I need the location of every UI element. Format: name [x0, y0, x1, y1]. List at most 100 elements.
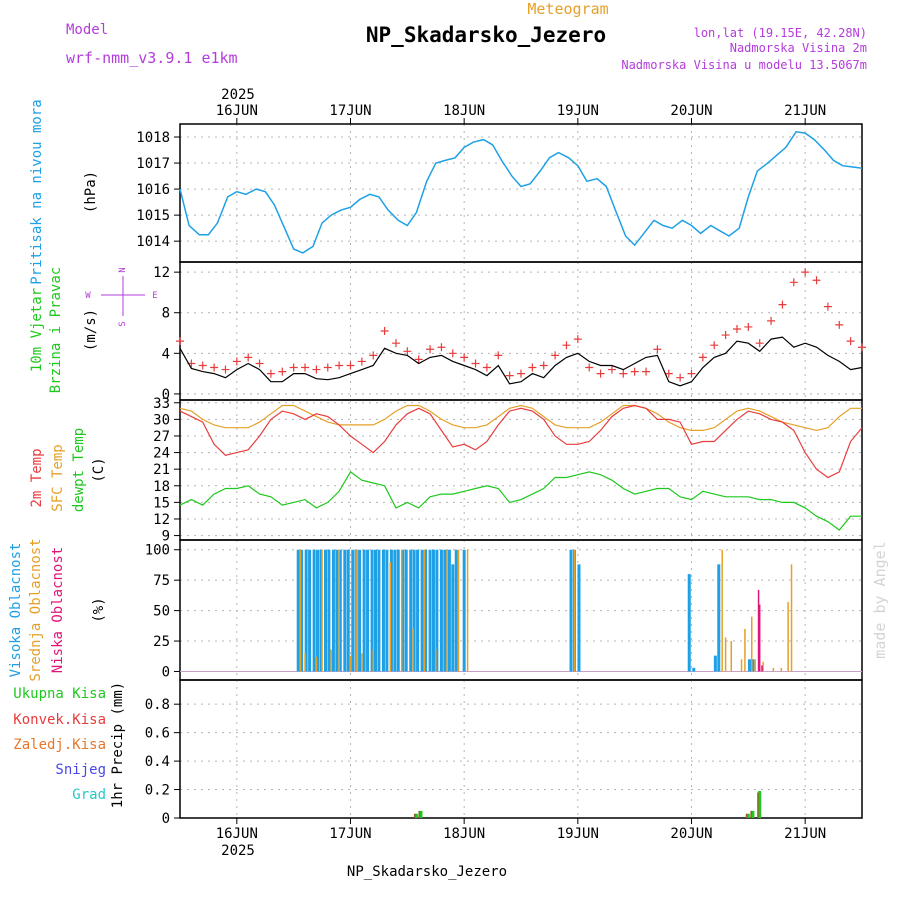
high-cloud-bar	[424, 549, 428, 672]
gust-marker	[505, 371, 514, 380]
gust-marker	[357, 357, 366, 366]
temp-ytick-label: 15	[153, 495, 170, 511]
high-cloud-bar	[713, 655, 717, 672]
year-label-top: 2025	[221, 87, 255, 103]
pressure-ytick-label: 1015	[136, 208, 170, 224]
gust-marker	[698, 353, 707, 362]
high-cloud-bar	[416, 549, 420, 672]
high-cloud-bar	[296, 549, 300, 672]
compass-west: W	[85, 291, 91, 301]
precip-ylabel-text: 1hr Precip	[110, 724, 126, 808]
product-title: Meteogram	[527, 0, 608, 18]
dewpt-ylabel: dewpt Temp	[71, 428, 87, 512]
gust-marker	[437, 343, 446, 352]
cloud-unit: (%)	[91, 597, 107, 622]
mid-cloud-bar	[412, 628, 414, 672]
gust-marker	[221, 365, 230, 374]
gust-marker	[335, 361, 344, 370]
pressure-ytick-label: 1016	[136, 182, 170, 198]
precip-panel: 0 0.2 0.4 0.6 0.8	[145, 679, 863, 827]
high-cloud-bar	[443, 549, 447, 672]
lonlat-label: lon,lat (19.15E, 42.28N)	[694, 26, 867, 40]
pressure-panel: 1014 1015 1016 1017 1018	[136, 123, 863, 263]
total-precip-bar	[746, 813, 750, 818]
gust-marker	[232, 357, 241, 366]
high-cloud-bar	[377, 549, 381, 672]
mid-cloud-bar	[573, 549, 576, 672]
gust-marker	[266, 369, 275, 378]
gust-marker	[664, 369, 673, 378]
precip-ylabel: 1hr Precip (mm)	[110, 682, 126, 808]
temp-ytick-label: 33	[153, 396, 170, 412]
legend-frozen-precip: Zaledj.Kisa	[13, 737, 106, 753]
gust-marker	[755, 339, 764, 348]
gust-marker	[573, 335, 582, 344]
date-label-bottom: 19JUN	[557, 826, 599, 842]
mid-cloud-bar	[772, 667, 775, 672]
date-label-top: 21JUN	[784, 103, 826, 119]
high-cloud-bar	[687, 574, 691, 672]
cloud-ytick-label: 0	[162, 664, 170, 680]
temp-ytick-label: 9	[162, 529, 170, 545]
temp-ytick-label: 18	[153, 479, 170, 495]
precip-frame	[179, 679, 863, 819]
temp-ytick-label: 24	[153, 446, 170, 462]
high-cloud-bar	[335, 549, 339, 672]
gust-marker	[539, 361, 548, 370]
cloud-ytick-label: 75	[153, 573, 170, 589]
mid-cloud-bar	[315, 656, 318, 672]
gust-marker	[630, 367, 639, 376]
wind-ytick-label: 4	[162, 346, 170, 362]
mid-cloud-bar	[780, 667, 783, 672]
mid-cloud-bar	[423, 549, 426, 672]
high-cloud-bar	[300, 549, 304, 672]
high-cloud-bar	[569, 549, 573, 672]
cloud-ytick-label: 25	[153, 634, 170, 650]
date-label-bottom: 21JUN	[784, 826, 826, 842]
mid-cloud-bar	[372, 649, 374, 672]
high-cloud-bar	[327, 549, 331, 672]
total-precip-bar	[751, 810, 755, 818]
legend-convective-precip: Konvek.Kisa	[13, 712, 106, 728]
low-cloud-bar	[757, 589, 760, 672]
high-cloud-bar	[362, 549, 366, 672]
total-precip-bar	[414, 813, 418, 818]
high-cloud-bar	[323, 549, 327, 672]
wind-ytick-label: 0	[162, 387, 170, 403]
high-cloud-bar	[316, 549, 320, 672]
gust-marker	[346, 361, 355, 370]
high-cloud-bar	[451, 564, 455, 672]
convective-precip-bar	[757, 792, 759, 818]
mid-cloud-bar	[400, 549, 403, 672]
temp-unit: (C)	[91, 457, 107, 482]
gust-marker	[391, 339, 400, 348]
gust-marker	[460, 353, 469, 362]
gust-marker	[278, 367, 287, 376]
mid-cloud-bar	[721, 549, 723, 672]
mid-cloud-bar	[762, 661, 764, 672]
wind-ytick-label: 8	[162, 306, 170, 322]
high-cloud-bar	[751, 659, 755, 672]
high-cloud-bar	[692, 667, 696, 672]
high-cloud-bar	[304, 549, 308, 672]
mid-cloud-bar	[355, 549, 357, 672]
gust-marker	[835, 320, 844, 329]
gust-marker	[255, 359, 264, 368]
gust-marker	[244, 353, 253, 362]
date-label-bottom: 16JUN	[216, 826, 258, 842]
precip-ytick-label: 0.6	[145, 726, 170, 742]
high-cloud-bar	[331, 549, 335, 672]
mid-cloud-bar	[457, 549, 460, 672]
cloud-panel: 0 25 50 75 100	[145, 539, 863, 681]
high-cloud-bar	[717, 564, 721, 672]
gust-marker	[301, 363, 310, 372]
high-cloud-bar	[370, 549, 374, 672]
legend-total-precip: Ukupna Kisa	[13, 686, 106, 702]
mid-cloud-bar	[724, 637, 727, 672]
mid-cloud-bar	[338, 549, 340, 672]
total-precip-bar	[758, 790, 762, 818]
high-cloud-bar	[435, 549, 439, 672]
sfc-temp-line	[179, 404, 862, 432]
high-cloud-bar	[389, 549, 393, 672]
gust-marker	[471, 359, 480, 368]
